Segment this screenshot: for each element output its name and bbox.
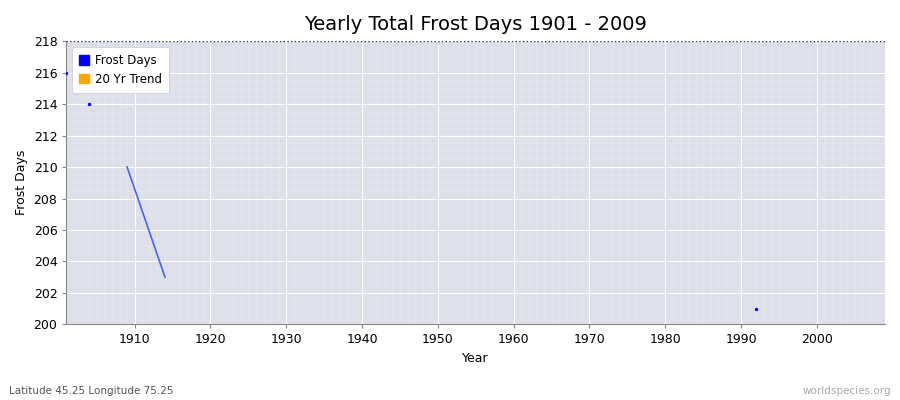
Legend: Frost Days, 20 Yr Trend: Frost Days, 20 Yr Trend: [72, 47, 169, 93]
Point: [82, 101, 96, 107]
Point: [749, 306, 763, 312]
Title: Yearly Total Frost Days 1901 - 2009: Yearly Total Frost Days 1901 - 2009: [304, 15, 647, 34]
Text: worldspecies.org: worldspecies.org: [803, 386, 891, 396]
Point: [59, 69, 74, 76]
Y-axis label: Frost Days: Frost Days: [15, 150, 28, 216]
Text: Latitude 45.25 Longitude 75.25: Latitude 45.25 Longitude 75.25: [9, 386, 174, 396]
X-axis label: Year: Year: [463, 352, 489, 365]
